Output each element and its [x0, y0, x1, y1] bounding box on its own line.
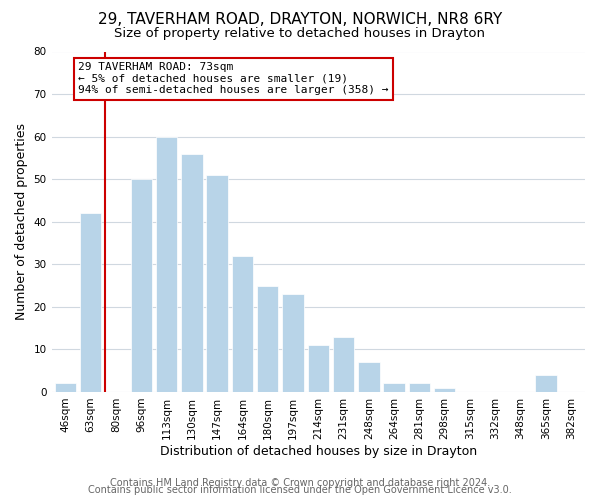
Text: Contains HM Land Registry data © Crown copyright and database right 2024.: Contains HM Land Registry data © Crown c… — [110, 478, 490, 488]
Bar — [358, 362, 380, 392]
Bar — [434, 388, 455, 392]
Text: Contains public sector information licensed under the Open Government Licence v3: Contains public sector information licen… — [88, 485, 512, 495]
Bar — [333, 336, 354, 392]
Bar — [55, 384, 76, 392]
Bar — [535, 375, 557, 392]
Y-axis label: Number of detached properties: Number of detached properties — [15, 123, 28, 320]
Bar — [131, 179, 152, 392]
Bar — [181, 154, 203, 392]
Bar — [206, 175, 228, 392]
Bar — [80, 213, 101, 392]
Text: 29, TAVERHAM ROAD, DRAYTON, NORWICH, NR8 6RY: 29, TAVERHAM ROAD, DRAYTON, NORWICH, NR8… — [98, 12, 502, 28]
X-axis label: Distribution of detached houses by size in Drayton: Distribution of detached houses by size … — [160, 444, 477, 458]
Text: Size of property relative to detached houses in Drayton: Size of property relative to detached ho… — [115, 28, 485, 40]
Bar — [156, 136, 178, 392]
Bar — [232, 256, 253, 392]
Bar — [257, 286, 278, 392]
Bar — [282, 294, 304, 392]
Bar — [383, 384, 405, 392]
Bar — [409, 384, 430, 392]
Bar — [308, 345, 329, 392]
Text: 29 TAVERHAM ROAD: 73sqm
← 5% of detached houses are smaller (19)
94% of semi-det: 29 TAVERHAM ROAD: 73sqm ← 5% of detached… — [78, 62, 389, 96]
